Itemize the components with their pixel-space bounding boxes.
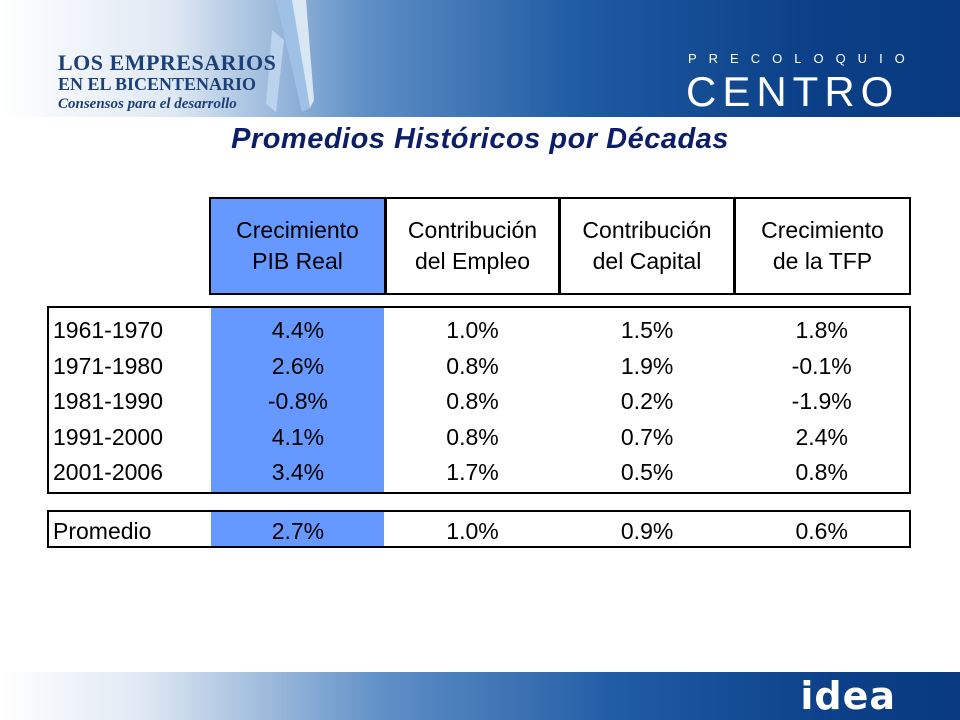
column-header-capital: Contribución del Capital bbox=[559, 197, 735, 295]
table-row: 1981-1990 -0.8% 0.8% 0.2% -1.9% bbox=[49, 384, 909, 420]
ribbon-logo-icon bbox=[266, 0, 314, 112]
period-cell: 1961-1970 bbox=[53, 317, 163, 344]
value-cell: 0.5% bbox=[620, 459, 674, 486]
value-cell: 0.8% bbox=[446, 388, 499, 415]
value-cell: 2.4% bbox=[795, 423, 848, 450]
column-header-empleo: Contribución del Empleo bbox=[385, 197, 560, 295]
value-cell: 1.9% bbox=[620, 352, 674, 379]
value-cell: -0.8% bbox=[267, 388, 328, 415]
period-cell: 1991-2000 bbox=[53, 423, 163, 450]
value-cell: 4.1% bbox=[271, 423, 325, 450]
average-row: Promedio 2.7% 1.0% 0.9% 0.6% bbox=[49, 514, 909, 550]
header-banner: LOS EMPRESARIOS EN EL BICENTENARIO Conse… bbox=[0, 0, 960, 117]
highlight-column-main bbox=[211, 308, 384, 492]
value-cell: 1.7% bbox=[446, 459, 499, 486]
value-cell: 4.4% bbox=[271, 317, 325, 344]
value-cell: 0.8% bbox=[795, 459, 848, 486]
value-cell: 1.0% bbox=[446, 317, 499, 344]
precoloquio-logo: PRECOLOQUIO CENTRO bbox=[686, 52, 916, 113]
decade-table: 1961-1970 4.4% 1.0% 1.5% 1.8% 1971-1980 … bbox=[47, 306, 911, 494]
column-header-label: Crecimiento de la TFP bbox=[761, 217, 884, 274]
logo-subtitle: PRECOLOQUIO bbox=[688, 51, 917, 66]
table-row: 1991-2000 4.1% 0.8% 0.7% 2.4% bbox=[49, 420, 909, 456]
column-header-tfp: Crecimiento de la TFP bbox=[734, 197, 911, 295]
value-cell: 3.4% bbox=[271, 459, 325, 486]
column-header-label: Contribución del Capital bbox=[582, 217, 712, 274]
logo-tagline: Consensos para el desarrollo bbox=[58, 96, 237, 112]
value-cell: 2.7% bbox=[271, 518, 325, 545]
value-cell: 0.2% bbox=[620, 388, 674, 415]
period-cell: Promedio bbox=[53, 518, 152, 545]
table-row: 1961-1970 4.4% 1.0% 1.5% 1.8% bbox=[49, 313, 909, 349]
logo-line-2: EN EL BICENTENARIO bbox=[58, 74, 257, 94]
logo-main: CENTRO bbox=[686, 68, 900, 115]
highlight-column-average bbox=[211, 512, 384, 546]
average-table: Promedio 2.7% 1.0% 0.9% 0.6% bbox=[47, 510, 911, 548]
period-cell: 2001-2006 bbox=[53, 459, 163, 486]
column-header-label: Contribución del Empleo bbox=[407, 217, 538, 274]
value-cell: 1.0% bbox=[446, 518, 499, 545]
empresarios-logo: LOS EMPRESARIOS EN EL BICENTENARIO Conse… bbox=[58, 52, 318, 113]
value-cell: 2.6% bbox=[271, 352, 325, 379]
table-row: 1971-1980 2.6% 0.8% 1.9% -0.1% bbox=[49, 349, 909, 385]
page-title: Promedios Históricos por Décadas bbox=[231, 123, 729, 155]
column-header-pib: Crecimiento PIB Real bbox=[209, 197, 386, 295]
value-cell: 1.5% bbox=[620, 317, 674, 344]
logo-line-1: LOS EMPRESARIOS bbox=[58, 50, 277, 75]
value-cell: 0.9% bbox=[620, 518, 674, 545]
period-cell: 1981-1990 bbox=[53, 388, 163, 415]
value-cell: 1.8% bbox=[795, 317, 848, 344]
value-cell: -0.1% bbox=[791, 352, 852, 379]
table-row: 2001-2006 3.4% 1.7% 0.5% 0.8% bbox=[49, 455, 909, 491]
idea-logo: idea bbox=[800, 674, 896, 718]
value-cell: 0.7% bbox=[620, 423, 674, 450]
value-cell: -1.9% bbox=[791, 388, 852, 415]
value-cell: 0.8% bbox=[446, 423, 499, 450]
column-header-label: Crecimiento PIB Real bbox=[236, 217, 359, 274]
value-cell: 0.8% bbox=[446, 352, 499, 379]
footer-banner: idea bbox=[0, 672, 960, 720]
value-cell: 0.6% bbox=[795, 518, 848, 545]
period-cell: 1971-1980 bbox=[53, 352, 163, 379]
